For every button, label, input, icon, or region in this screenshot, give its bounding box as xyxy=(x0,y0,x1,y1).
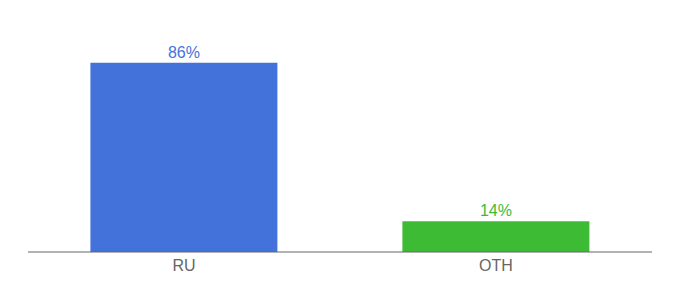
svg-text:OTH: OTH xyxy=(479,257,513,274)
svg-text:RU: RU xyxy=(172,257,195,274)
svg-text:14%: 14% xyxy=(480,202,512,219)
svg-text:86%: 86% xyxy=(168,44,200,61)
